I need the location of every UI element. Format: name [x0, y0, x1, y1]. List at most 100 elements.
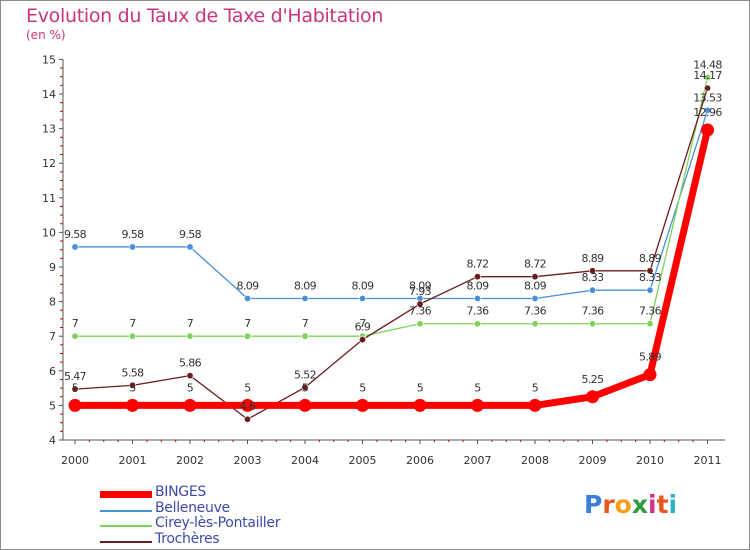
logo-letter: r: [602, 490, 615, 519]
series-line-binges: [71, 126, 711, 409]
data-label-cirey: 7: [129, 317, 136, 330]
data-label-cirey: 7: [244, 317, 251, 330]
data-label-belleneuve: 9.58: [121, 228, 144, 241]
data-point-binges: [528, 398, 542, 412]
legend-swatch-trocheres: [100, 541, 152, 543]
data-point-cirey: [186, 332, 194, 340]
legend-swatch-binges: [100, 491, 152, 498]
y-tick-label: 7: [49, 330, 56, 343]
data-point-binges: [586, 390, 599, 404]
data-point-belleneuve: [473, 294, 481, 302]
data-label-cirey: 14.48: [693, 58, 722, 71]
chart-title: Evolution du Taux de Taxe d'Habitation: [26, 5, 384, 27]
data-label-belleneuve: 8.09: [294, 279, 317, 292]
data-label-trocheres: 8.72: [466, 258, 488, 271]
data-point-cirey: [71, 332, 79, 340]
data-label-binges: 5: [359, 381, 366, 394]
x-tick-label: 2006: [406, 454, 434, 467]
data-point-cirey: [531, 320, 539, 328]
data-label-belleneuve: 8.09: [466, 279, 489, 292]
data-label-trocheres: 5.52: [294, 368, 316, 381]
data-label-cirey: 7.36: [409, 305, 432, 318]
x-tick-label: 2002: [176, 454, 204, 467]
y-tick-label: 13: [42, 123, 56, 136]
data-label-belleneuve: 8.09: [236, 279, 259, 292]
data-label-binges: 5: [532, 381, 539, 394]
data-label-trocheres: 4.6: [240, 400, 256, 413]
data-label-trocheres: 5.58: [121, 366, 144, 379]
x-tick-label: 2001: [119, 454, 147, 467]
legend-swatch-belleneuve: [100, 510, 152, 512]
data-label-cirey: 7: [187, 317, 194, 330]
series-line-belleneuve: [74, 109, 709, 300]
data-point-belleneuve: [129, 243, 137, 251]
data-label-cirey: 7: [72, 317, 79, 330]
data-label-binges: 5.89: [639, 351, 662, 364]
data-point-cirey: [588, 320, 596, 328]
data-point-belleneuve: [531, 294, 539, 302]
data-point-binges: [298, 398, 312, 412]
data-point-belleneuve: [358, 294, 366, 302]
data-point-trocheres: [301, 383, 309, 391]
legend-swatch-cirey: [100, 525, 152, 527]
data-point-belleneuve: [244, 294, 252, 302]
data-label-cirey: 7.36: [466, 305, 489, 318]
data-point-binges: [643, 368, 657, 382]
data-label-cirey: 7.36: [581, 305, 604, 318]
data-point-belleneuve: [301, 294, 309, 302]
legend-label-trocheres: Trochères: [155, 531, 220, 547]
x-tick-label: 2008: [521, 454, 549, 467]
data-point-trocheres: [646, 267, 654, 275]
y-tick-label: 14: [42, 88, 56, 101]
data-point-binges: [68, 398, 82, 412]
data-point-trocheres: [588, 267, 596, 275]
data-point-binges: [241, 398, 254, 412]
y-tick-label: 9: [49, 261, 56, 274]
x-tick-label: 2011: [694, 454, 722, 467]
x-tick-label: 2005: [349, 454, 377, 467]
data-point-trocheres: [531, 273, 539, 281]
data-label-binges: 5: [187, 381, 194, 394]
data-point-trocheres: [358, 336, 366, 344]
data-point-trocheres: [129, 381, 137, 389]
data-label-trocheres: 8.89: [581, 252, 604, 265]
logo-letter: i: [648, 490, 657, 519]
data-point-trocheres: [703, 84, 711, 92]
chart-axes: 4 5 6 7 8 9 10 11 12 13 14 15 2000 2001 2002 2003 2004 20…: [42, 53, 725, 467]
logo-letter: t: [656, 490, 669, 519]
proxiti-logo: Proxiti: [584, 490, 677, 519]
x-tick-label: 2010: [636, 454, 664, 467]
series-labels: 9.58 9.58 9.58 8.09 8.09 8.09 8.09 8.09 8.09 8.33…: [64, 58, 723, 413]
data-label-trocheres: 14.17: [693, 69, 722, 82]
x-tick-label: 2009: [579, 454, 607, 467]
data-label-binges: 5: [302, 381, 309, 394]
y-tick-label: 5: [49, 399, 56, 412]
chart-subtitle: (en %): [26, 28, 66, 42]
legend-label-cirey: Cirey-lès-Pontailler: [155, 515, 281, 531]
data-label-cirey: 7.36: [639, 305, 662, 318]
data-label-cirey: 7: [302, 317, 309, 330]
x-tick-label: 2007: [464, 454, 492, 467]
data-label-cirey: 7: [359, 317, 366, 330]
logo-letter: P: [584, 490, 603, 519]
x-tick-label: 2003: [234, 454, 262, 467]
data-point-binges: [183, 398, 197, 412]
data-label-binges: 5: [72, 381, 79, 394]
data-label-belleneuve: 8.09: [351, 279, 374, 292]
series-line-cirey: [74, 76, 709, 337]
data-point-binges: [701, 123, 714, 137]
data-point-belleneuve: [588, 286, 596, 294]
legend-label-binges: BINGES: [155, 484, 206, 500]
data-label-trocheres: 7.93: [409, 285, 432, 298]
y-tick-label: 11: [42, 192, 56, 205]
series-lines: [71, 76, 711, 420]
data-point-binges: [471, 398, 484, 412]
data-point-cirey: [301, 332, 309, 340]
data-label-belleneuve: 8.33: [581, 271, 604, 284]
data-point-belleneuve: [186, 243, 194, 251]
y-tick-label: 4: [49, 434, 56, 447]
data-point-belleneuve: [646, 286, 654, 294]
data-label-cirey: 7.36: [524, 305, 547, 318]
y-tick-label: 10: [42, 226, 56, 239]
data-point-trocheres: [71, 385, 79, 393]
